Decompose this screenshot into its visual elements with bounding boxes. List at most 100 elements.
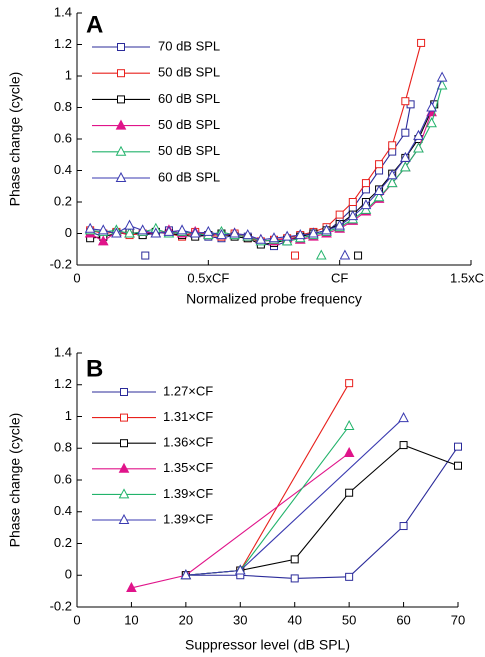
legend-marker bbox=[115, 145, 127, 156]
legend-label: 1.39×CF bbox=[163, 486, 213, 501]
series-line bbox=[185, 444, 459, 576]
legend-marker bbox=[118, 462, 130, 473]
legend-label: 1.27×CF bbox=[163, 383, 213, 398]
marker bbox=[124, 227, 135, 238]
y-tick-label: 0.6 bbox=[54, 471, 72, 486]
marker bbox=[386, 177, 398, 188]
legend-label: 1.36×CF bbox=[163, 435, 213, 450]
cf-marker bbox=[354, 251, 363, 260]
legend-marker bbox=[120, 413, 128, 422]
x-tick-label: 40 bbox=[287, 612, 301, 627]
marker bbox=[347, 210, 359, 221]
marker bbox=[334, 219, 345, 230]
y-tick-label: 0.8 bbox=[54, 440, 72, 455]
marker bbox=[386, 169, 398, 180]
marker bbox=[436, 71, 448, 82]
x-tick-label: 30 bbox=[233, 612, 247, 627]
marker bbox=[400, 151, 411, 162]
x-tick-label: 60 bbox=[396, 612, 410, 627]
marker bbox=[97, 235, 109, 246]
y-tick-label: 1 bbox=[65, 67, 72, 82]
marker bbox=[399, 441, 408, 450]
legend-marker bbox=[120, 439, 128, 448]
marker bbox=[268, 232, 280, 243]
marker bbox=[216, 229, 227, 240]
y-tick-label: -0.2 bbox=[50, 598, 72, 613]
marker bbox=[400, 161, 411, 172]
cf-marker bbox=[291, 251, 300, 260]
x-axis-label: Normalized probe frequency bbox=[186, 291, 362, 307]
y-tick-label: 1.4 bbox=[54, 344, 72, 359]
x-tick-label: 70 bbox=[451, 612, 465, 627]
y-tick-label: 0.6 bbox=[54, 130, 72, 145]
y-axis-label: Phase change (cycle) bbox=[7, 72, 23, 207]
marker bbox=[345, 379, 354, 388]
marker bbox=[97, 224, 109, 235]
x-tick-label: 50 bbox=[342, 612, 356, 627]
x-tick-label: 0 bbox=[73, 612, 80, 627]
marker bbox=[137, 224, 148, 235]
marker bbox=[290, 574, 299, 583]
legend-marker bbox=[118, 488, 130, 499]
x-tick-label: CF bbox=[331, 270, 348, 285]
x-tick-label: 10 bbox=[124, 612, 138, 627]
legend-marker bbox=[115, 171, 127, 182]
legend-marker bbox=[117, 69, 125, 78]
y-tick-label: 0.4 bbox=[54, 503, 72, 518]
y-tick-label: -0.2 bbox=[50, 256, 72, 271]
marker bbox=[399, 522, 408, 531]
marker bbox=[255, 233, 267, 244]
y-tick-label: 0.2 bbox=[54, 193, 72, 208]
marker bbox=[454, 461, 462, 470]
marker bbox=[388, 141, 397, 150]
marker bbox=[401, 97, 410, 106]
y-tick-label: 1.4 bbox=[54, 4, 72, 19]
marker bbox=[176, 224, 188, 235]
legend-label: 60 dB SPL bbox=[158, 91, 220, 106]
legend-label: 1.31×CF bbox=[163, 409, 213, 424]
marker bbox=[360, 199, 372, 210]
marker bbox=[426, 101, 437, 112]
legend-marker bbox=[117, 95, 125, 104]
marker bbox=[242, 229, 254, 240]
series-line bbox=[90, 85, 443, 242]
y-tick-label: 0 bbox=[65, 225, 72, 240]
legend-marker bbox=[118, 513, 130, 524]
marker bbox=[290, 555, 299, 564]
series-line bbox=[89, 112, 433, 243]
series-line bbox=[185, 446, 459, 579]
marker bbox=[343, 419, 355, 431]
y-tick-label: 1.2 bbox=[54, 376, 72, 391]
x-axis-label: Suppressor level (dB SPL) bbox=[185, 637, 350, 653]
marker bbox=[373, 191, 385, 202]
marker bbox=[84, 222, 96, 233]
series-line bbox=[185, 417, 404, 576]
panel-label: A bbox=[86, 11, 103, 38]
cf-marker bbox=[339, 249, 351, 260]
legend-label: 60 dB SPL bbox=[158, 169, 220, 184]
marker bbox=[454, 442, 462, 451]
y-tick-label: 1 bbox=[65, 408, 72, 423]
marker bbox=[343, 446, 355, 458]
marker bbox=[426, 117, 437, 128]
legend-label: 50 dB SPL bbox=[158, 117, 220, 132]
y-tick-label: 1.2 bbox=[54, 36, 72, 51]
marker bbox=[281, 230, 293, 241]
legend-label: 70 dB SPL bbox=[158, 38, 220, 53]
marker bbox=[234, 564, 246, 575]
x-tick-label: 0 bbox=[73, 270, 80, 285]
marker bbox=[345, 572, 354, 581]
marker bbox=[348, 198, 357, 206]
series-line bbox=[90, 77, 443, 241]
marker bbox=[361, 179, 370, 188]
cf-marker bbox=[141, 251, 150, 260]
y-tick-label: 0.2 bbox=[54, 535, 72, 550]
y-tick-label: 0.8 bbox=[54, 99, 72, 114]
marker bbox=[294, 229, 306, 240]
marker bbox=[413, 142, 424, 153]
legend-label: 1.35×CF bbox=[163, 460, 213, 475]
marker bbox=[345, 488, 354, 497]
marker bbox=[398, 412, 409, 423]
marker bbox=[163, 225, 175, 236]
